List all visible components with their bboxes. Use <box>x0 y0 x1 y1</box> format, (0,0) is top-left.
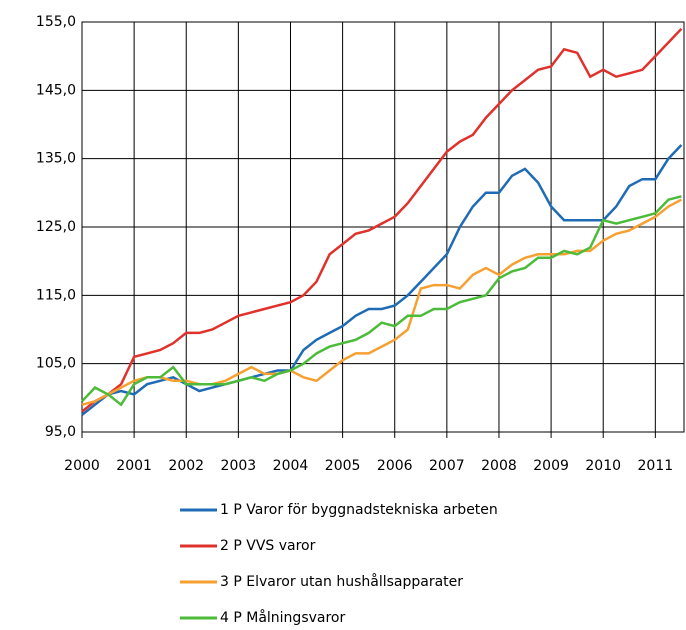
x-tick-label: 2004 <box>273 458 309 474</box>
legend-label: 2 P VVS varor <box>220 538 316 554</box>
y-tick-label: 155,0 <box>36 14 76 30</box>
y-tick-label: 115,0 <box>36 287 76 303</box>
series-line <box>81 144 683 416</box>
legend-label: 4 P Målningsvaror <box>220 609 345 626</box>
x-tick-label: 2005 <box>325 458 361 474</box>
x-tick-label: 2009 <box>533 458 569 474</box>
series-line <box>81 198 682 406</box>
x-tick-label: 2010 <box>585 458 621 474</box>
series-line <box>81 195 682 407</box>
x-tick-label: 2007 <box>429 458 465 474</box>
y-tick-label: 95,0 <box>45 424 76 440</box>
series-line <box>81 27 683 413</box>
legend-label: 1 P Varor för byggnadstekniska arbeten <box>220 502 498 518</box>
x-tick-label: 2001 <box>116 458 152 474</box>
x-tick-label: 2003 <box>221 458 257 474</box>
y-tick-label: 145,0 <box>36 82 76 98</box>
x-tick-label: 2006 <box>377 458 413 474</box>
y-tick-label: 125,0 <box>36 219 76 235</box>
x-tick-label: 2011 <box>638 458 674 474</box>
plot-frame <box>81 21 685 433</box>
y-tick-label: 135,0 <box>36 151 76 167</box>
y-tick-label: 105,0 <box>36 356 76 372</box>
x-tick-label: 2000 <box>64 458 100 474</box>
x-tick-label: 2008 <box>481 458 517 474</box>
x-tick-label: 2002 <box>168 458 204 474</box>
legend-label: 3 P Elvaror utan hushållsapparater <box>220 573 463 590</box>
